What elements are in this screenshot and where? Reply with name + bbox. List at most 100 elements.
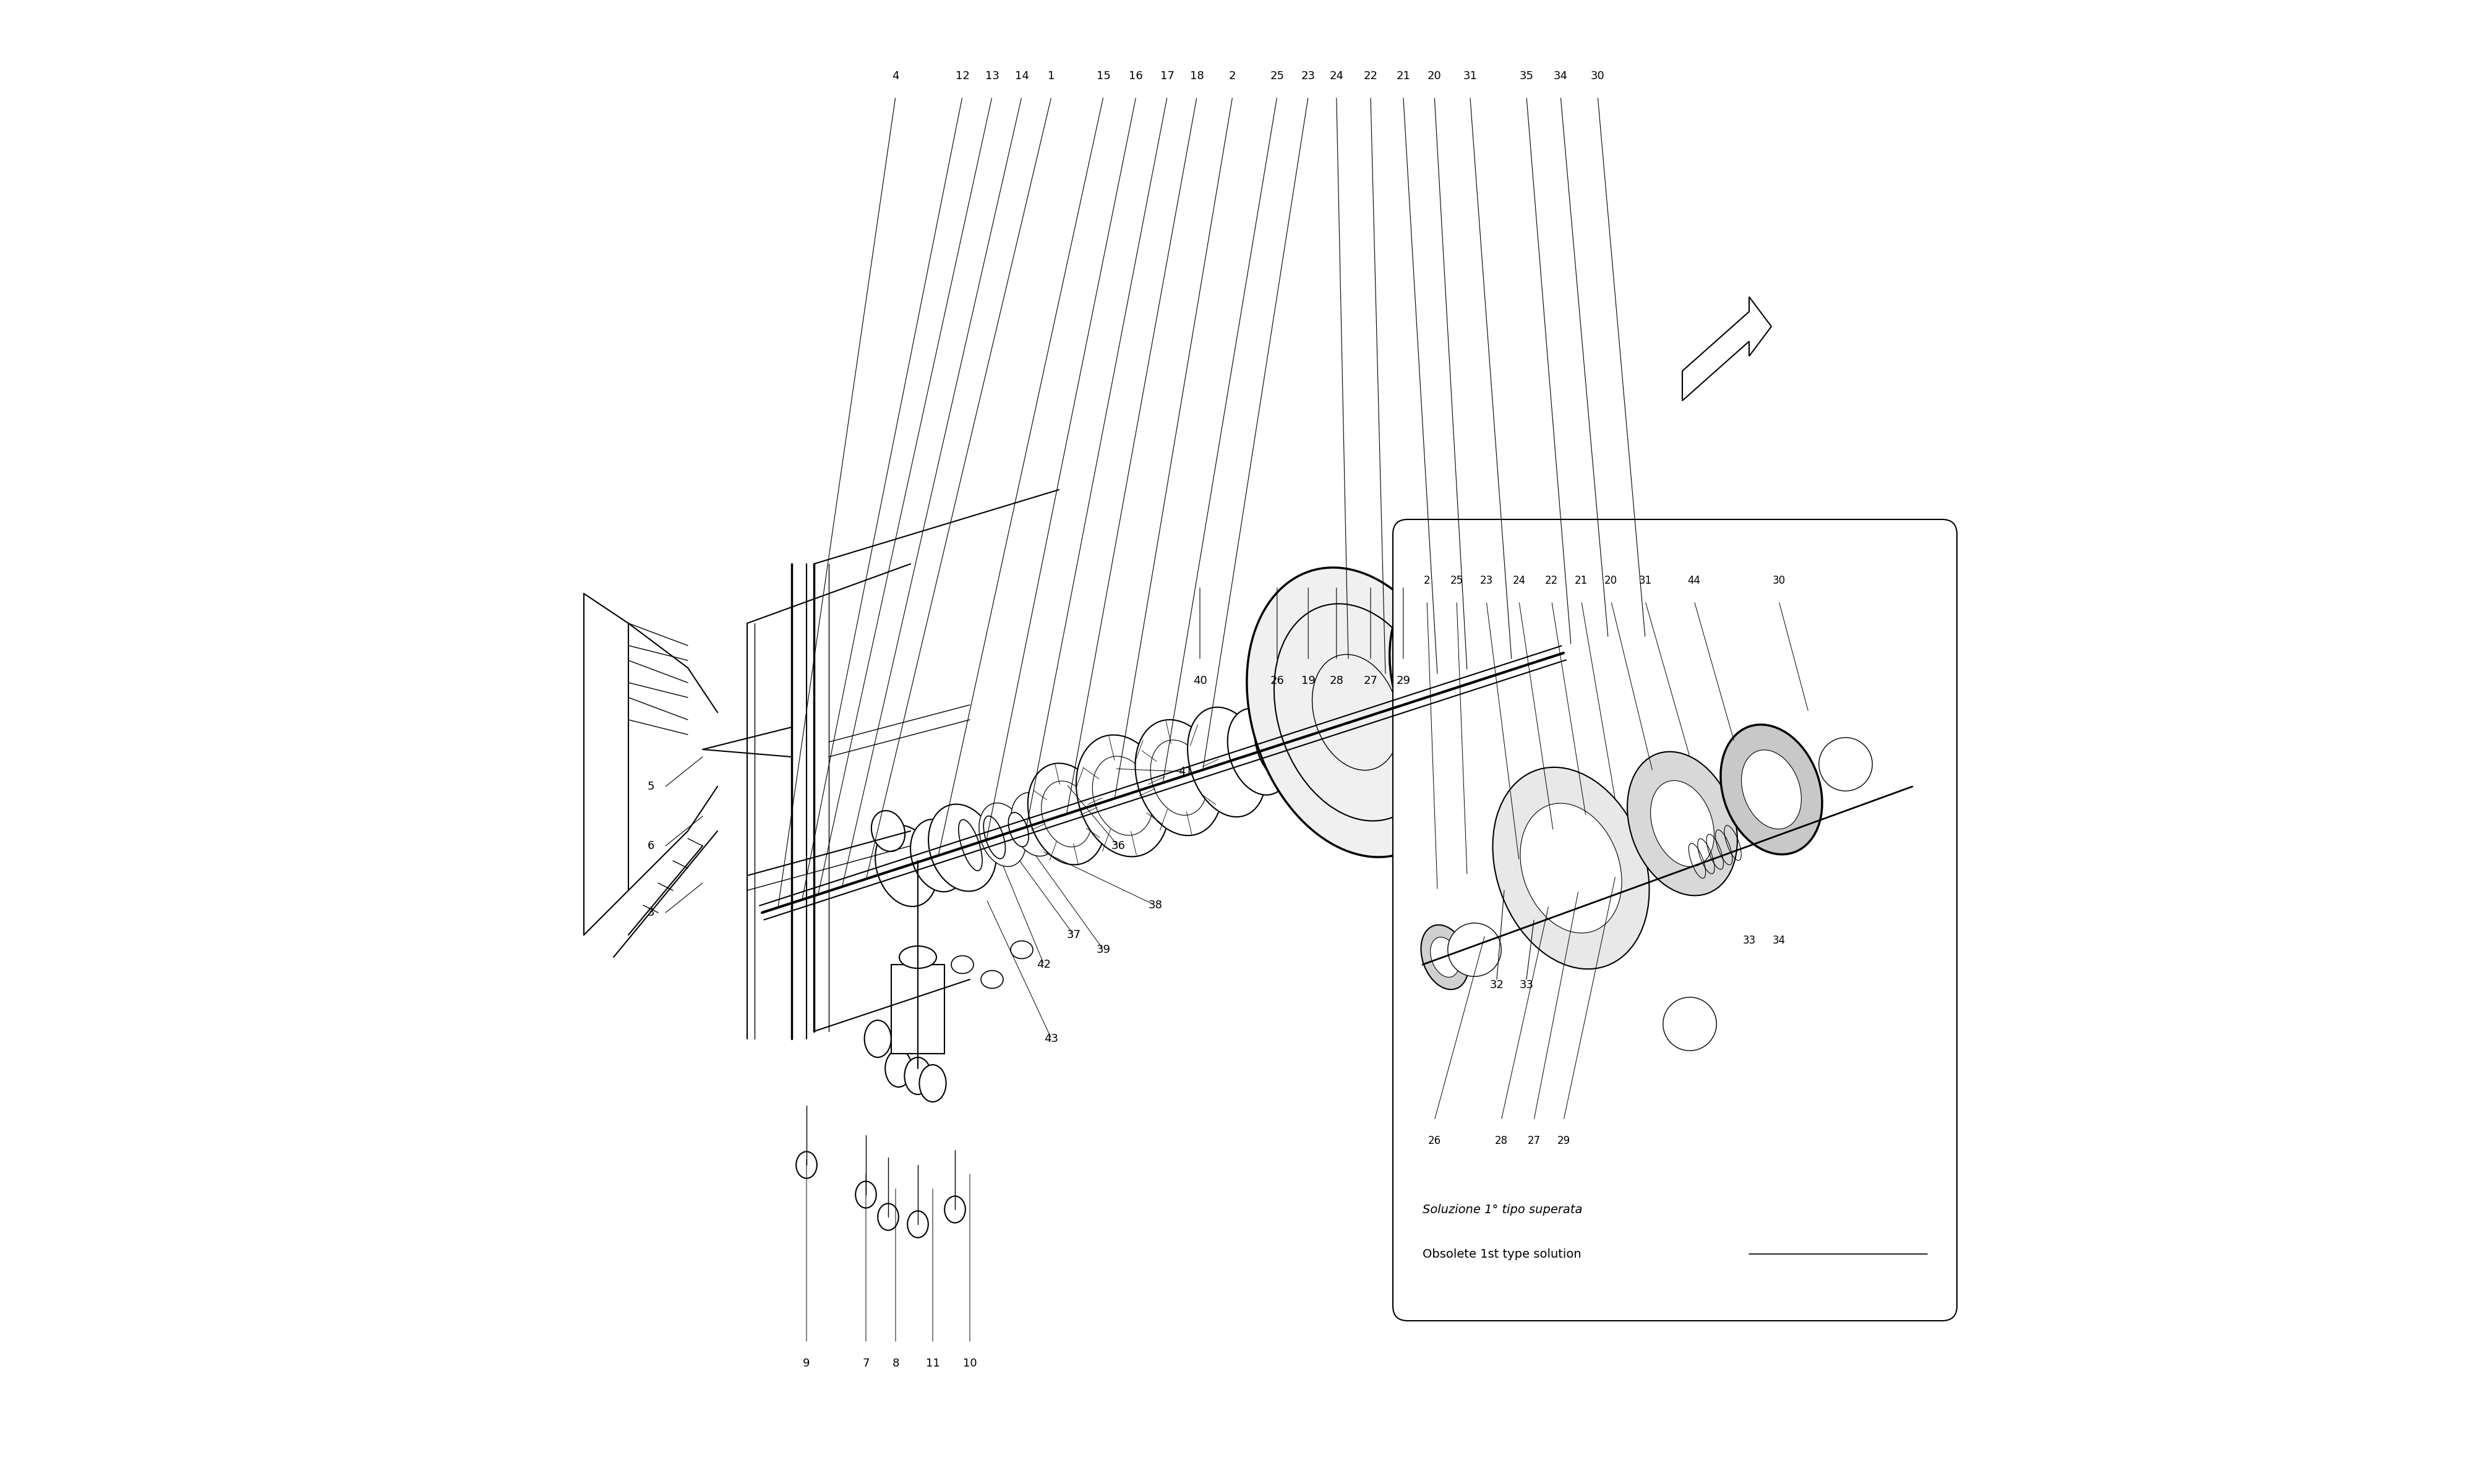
Text: 18: 18	[1190, 70, 1205, 82]
Ellipse shape	[1742, 749, 1801, 830]
Ellipse shape	[1492, 767, 1650, 969]
Text: 34: 34	[1554, 70, 1569, 82]
Text: Obsolete 1st type solution: Obsolete 1st type solution	[1423, 1248, 1581, 1260]
Ellipse shape	[1136, 720, 1222, 835]
Text: 20: 20	[1427, 70, 1442, 82]
Text: 26: 26	[1427, 1135, 1440, 1146]
Ellipse shape	[1390, 567, 1559, 784]
Ellipse shape	[1420, 925, 1470, 990]
Text: 16: 16	[1128, 70, 1143, 82]
Ellipse shape	[905, 1057, 930, 1095]
Text: 33: 33	[1742, 935, 1757, 947]
Text: Soluzione 1° tipo superata: Soluzione 1° tipo superata	[1423, 1204, 1583, 1215]
Text: 21: 21	[1395, 70, 1410, 82]
Ellipse shape	[1188, 708, 1267, 816]
Text: 41: 41	[1178, 766, 1192, 778]
Text: 25: 25	[1450, 574, 1462, 586]
Ellipse shape	[1519, 803, 1623, 933]
Ellipse shape	[856, 1181, 876, 1208]
Ellipse shape	[1719, 724, 1823, 855]
Ellipse shape	[1254, 703, 1311, 784]
Text: 25: 25	[1269, 70, 1284, 82]
Text: 3: 3	[648, 907, 653, 919]
Polygon shape	[1682, 297, 1771, 401]
Text: 30: 30	[1771, 574, 1786, 586]
Ellipse shape	[1430, 936, 1460, 978]
Text: 27: 27	[1363, 675, 1378, 686]
Ellipse shape	[980, 803, 1027, 867]
Text: 14: 14	[1014, 70, 1029, 82]
Text: 43: 43	[1044, 1033, 1059, 1045]
Ellipse shape	[1583, 558, 1707, 718]
Text: 35: 35	[1519, 70, 1534, 82]
Ellipse shape	[886, 1049, 913, 1086]
Text: 24: 24	[1512, 574, 1526, 586]
Ellipse shape	[1324, 644, 1420, 787]
Text: 26: 26	[1269, 675, 1284, 686]
Ellipse shape	[878, 1204, 898, 1230]
Ellipse shape	[1628, 752, 1737, 895]
Circle shape	[1663, 997, 1717, 1051]
Ellipse shape	[1650, 781, 1714, 867]
Ellipse shape	[901, 947, 935, 968]
Text: 11: 11	[925, 1358, 940, 1368]
Text: 29: 29	[1556, 1135, 1571, 1146]
Text: 22: 22	[1363, 70, 1378, 82]
Ellipse shape	[957, 819, 982, 871]
Text: 6: 6	[648, 840, 653, 852]
Text: 27: 27	[1526, 1135, 1541, 1146]
Text: 39: 39	[1096, 944, 1111, 956]
Text: 23: 23	[1479, 574, 1492, 586]
Text: 21: 21	[1576, 574, 1588, 586]
Text: 42: 42	[1037, 959, 1051, 971]
Text: 9: 9	[804, 1358, 809, 1368]
Text: 17: 17	[1160, 70, 1175, 82]
Ellipse shape	[1455, 635, 1512, 723]
Text: 32: 32	[1489, 979, 1504, 991]
Circle shape	[1447, 923, 1502, 976]
Text: 13: 13	[985, 70, 999, 82]
Ellipse shape	[980, 971, 1004, 988]
Text: 33: 33	[1519, 979, 1534, 991]
Text: 37: 37	[1066, 929, 1081, 941]
Ellipse shape	[1380, 643, 1460, 757]
Ellipse shape	[871, 810, 905, 852]
Ellipse shape	[1012, 792, 1059, 856]
Ellipse shape	[1076, 735, 1170, 856]
Text: 7: 7	[863, 1358, 868, 1368]
Ellipse shape	[1247, 567, 1465, 858]
Text: 40: 40	[1192, 675, 1207, 686]
Text: 44: 44	[1687, 574, 1700, 586]
Ellipse shape	[863, 1021, 891, 1057]
FancyBboxPatch shape	[1393, 519, 1957, 1321]
Text: 28: 28	[1494, 1135, 1507, 1146]
Text: 15: 15	[1096, 70, 1111, 82]
Text: 38: 38	[1148, 899, 1163, 911]
Text: 2: 2	[1423, 574, 1430, 586]
Text: 10: 10	[962, 1358, 977, 1368]
Ellipse shape	[1499, 537, 1658, 754]
Ellipse shape	[1009, 812, 1029, 847]
Text: 29: 29	[1395, 675, 1410, 686]
Text: 31: 31	[1638, 574, 1653, 586]
Text: 31: 31	[1462, 70, 1477, 82]
Text: 1: 1	[1049, 70, 1054, 82]
Text: 30: 30	[1591, 70, 1606, 82]
Text: 8: 8	[893, 1358, 898, 1368]
Bar	[891, 965, 945, 1054]
Ellipse shape	[920, 1066, 945, 1101]
Text: 36: 36	[1111, 840, 1126, 852]
Ellipse shape	[797, 1152, 816, 1178]
Ellipse shape	[910, 819, 967, 892]
Text: 22: 22	[1546, 574, 1559, 586]
Ellipse shape	[950, 956, 975, 974]
Ellipse shape	[1606, 586, 1685, 690]
Text: 19: 19	[1301, 675, 1316, 686]
Circle shape	[1818, 738, 1873, 791]
Text: 20: 20	[1606, 574, 1618, 586]
Ellipse shape	[1267, 675, 1348, 797]
Ellipse shape	[1227, 708, 1291, 795]
Ellipse shape	[1012, 941, 1034, 959]
Ellipse shape	[876, 825, 938, 907]
Text: 2: 2	[1230, 70, 1237, 82]
